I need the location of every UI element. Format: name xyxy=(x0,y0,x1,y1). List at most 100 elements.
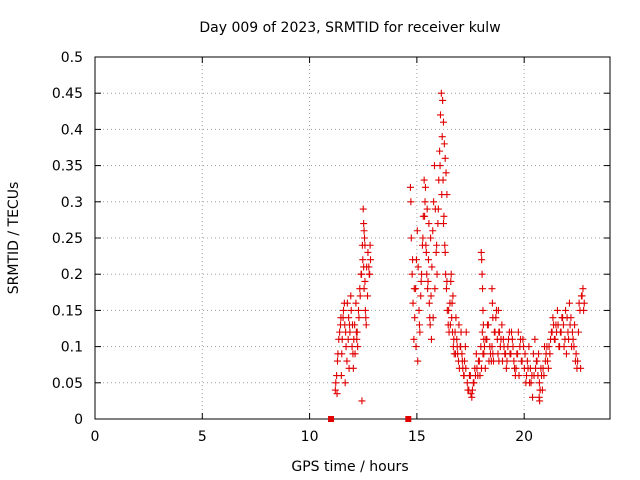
data-point xyxy=(530,372,538,380)
data-point xyxy=(500,343,508,351)
data-point xyxy=(471,372,479,380)
data-point xyxy=(410,285,418,293)
data-point xyxy=(361,234,369,242)
data-point xyxy=(544,357,552,365)
data-point xyxy=(488,343,496,351)
data-point xyxy=(342,328,350,336)
data-point xyxy=(364,292,372,300)
data-point xyxy=(478,256,486,264)
data-point xyxy=(355,314,363,322)
data-point xyxy=(416,328,424,336)
data-point xyxy=(338,350,346,358)
data-point xyxy=(417,277,425,285)
data-series xyxy=(328,89,588,422)
y-tick-label: 0.35 xyxy=(52,159,83,175)
y-tick-label: 0.2 xyxy=(61,267,83,283)
data-point xyxy=(343,357,351,365)
data-point xyxy=(531,335,539,343)
x-tick-label: 0 xyxy=(91,429,100,445)
data-point xyxy=(358,397,366,405)
data-point xyxy=(365,263,373,271)
data-point xyxy=(539,364,547,372)
data-point xyxy=(440,140,448,148)
data-point xyxy=(349,350,357,358)
y-tick-label: 0.5 xyxy=(61,50,83,66)
data-point xyxy=(347,306,355,314)
data-point xyxy=(351,321,359,329)
data-point xyxy=(342,343,350,351)
data-point xyxy=(574,357,582,365)
data-point xyxy=(425,220,433,228)
data-point xyxy=(553,328,561,336)
x-axis-title: GPS time / hours xyxy=(291,459,408,475)
data-point xyxy=(331,386,339,394)
data-point xyxy=(468,386,476,394)
data-point xyxy=(426,321,434,329)
data-point xyxy=(462,364,470,372)
data-point xyxy=(339,314,347,322)
data-point xyxy=(412,343,420,351)
data-point xyxy=(452,350,459,358)
data-point xyxy=(478,270,486,278)
data-point xyxy=(432,248,440,256)
data-point xyxy=(450,335,458,343)
data-point xyxy=(333,357,341,365)
data-point xyxy=(521,350,529,358)
data-point xyxy=(458,350,466,358)
data-point xyxy=(495,328,503,336)
x-tick-label: 10 xyxy=(301,429,319,445)
data-point xyxy=(448,299,456,307)
data-point xyxy=(443,191,451,199)
data-point xyxy=(443,277,451,285)
data-point xyxy=(559,314,567,322)
data-point xyxy=(509,343,517,351)
axes xyxy=(94,56,611,420)
data-point xyxy=(445,306,453,314)
data-point xyxy=(529,393,537,401)
data-point xyxy=(367,256,375,264)
data-point xyxy=(427,292,435,300)
data-point xyxy=(536,397,544,405)
data-point xyxy=(366,270,374,278)
data-point xyxy=(541,343,549,351)
data-point xyxy=(480,343,488,351)
data-point xyxy=(549,314,557,322)
data-point xyxy=(356,285,364,293)
data-point xyxy=(430,198,438,206)
data-point xyxy=(419,234,427,242)
data-point xyxy=(455,321,463,329)
chart-title: Day 009 of 2023, SRMTID for receiver kul… xyxy=(199,20,500,36)
data-point xyxy=(562,350,570,358)
data-point xyxy=(536,386,544,394)
data-point xyxy=(562,306,570,314)
data-point xyxy=(514,328,522,336)
y-tick-label: 0.1 xyxy=(61,340,83,356)
y-tick-label: 0.3 xyxy=(61,195,83,211)
data-point xyxy=(479,321,487,329)
data-point xyxy=(489,314,497,322)
data-point xyxy=(523,372,531,380)
data-point xyxy=(571,321,579,329)
data-point xyxy=(441,241,449,249)
y-tick-label: 0.05 xyxy=(52,376,83,392)
data-point xyxy=(437,89,445,97)
data-point xyxy=(470,379,478,387)
data-point xyxy=(345,364,353,372)
data-point xyxy=(417,292,425,300)
data-point xyxy=(447,270,455,278)
x-tick-label: 20 xyxy=(515,429,533,445)
y-tick-label: 0.4 xyxy=(61,122,83,138)
data-point xyxy=(425,299,433,307)
gap-marker xyxy=(328,416,335,422)
data-point xyxy=(511,364,519,372)
data-point xyxy=(433,241,441,249)
data-point xyxy=(538,372,546,380)
data-point xyxy=(452,314,460,322)
data-point xyxy=(515,372,523,380)
data-point xyxy=(361,277,369,285)
data-point xyxy=(409,299,417,307)
data-point xyxy=(474,357,482,365)
data-point xyxy=(465,372,473,380)
data-point xyxy=(468,393,476,401)
